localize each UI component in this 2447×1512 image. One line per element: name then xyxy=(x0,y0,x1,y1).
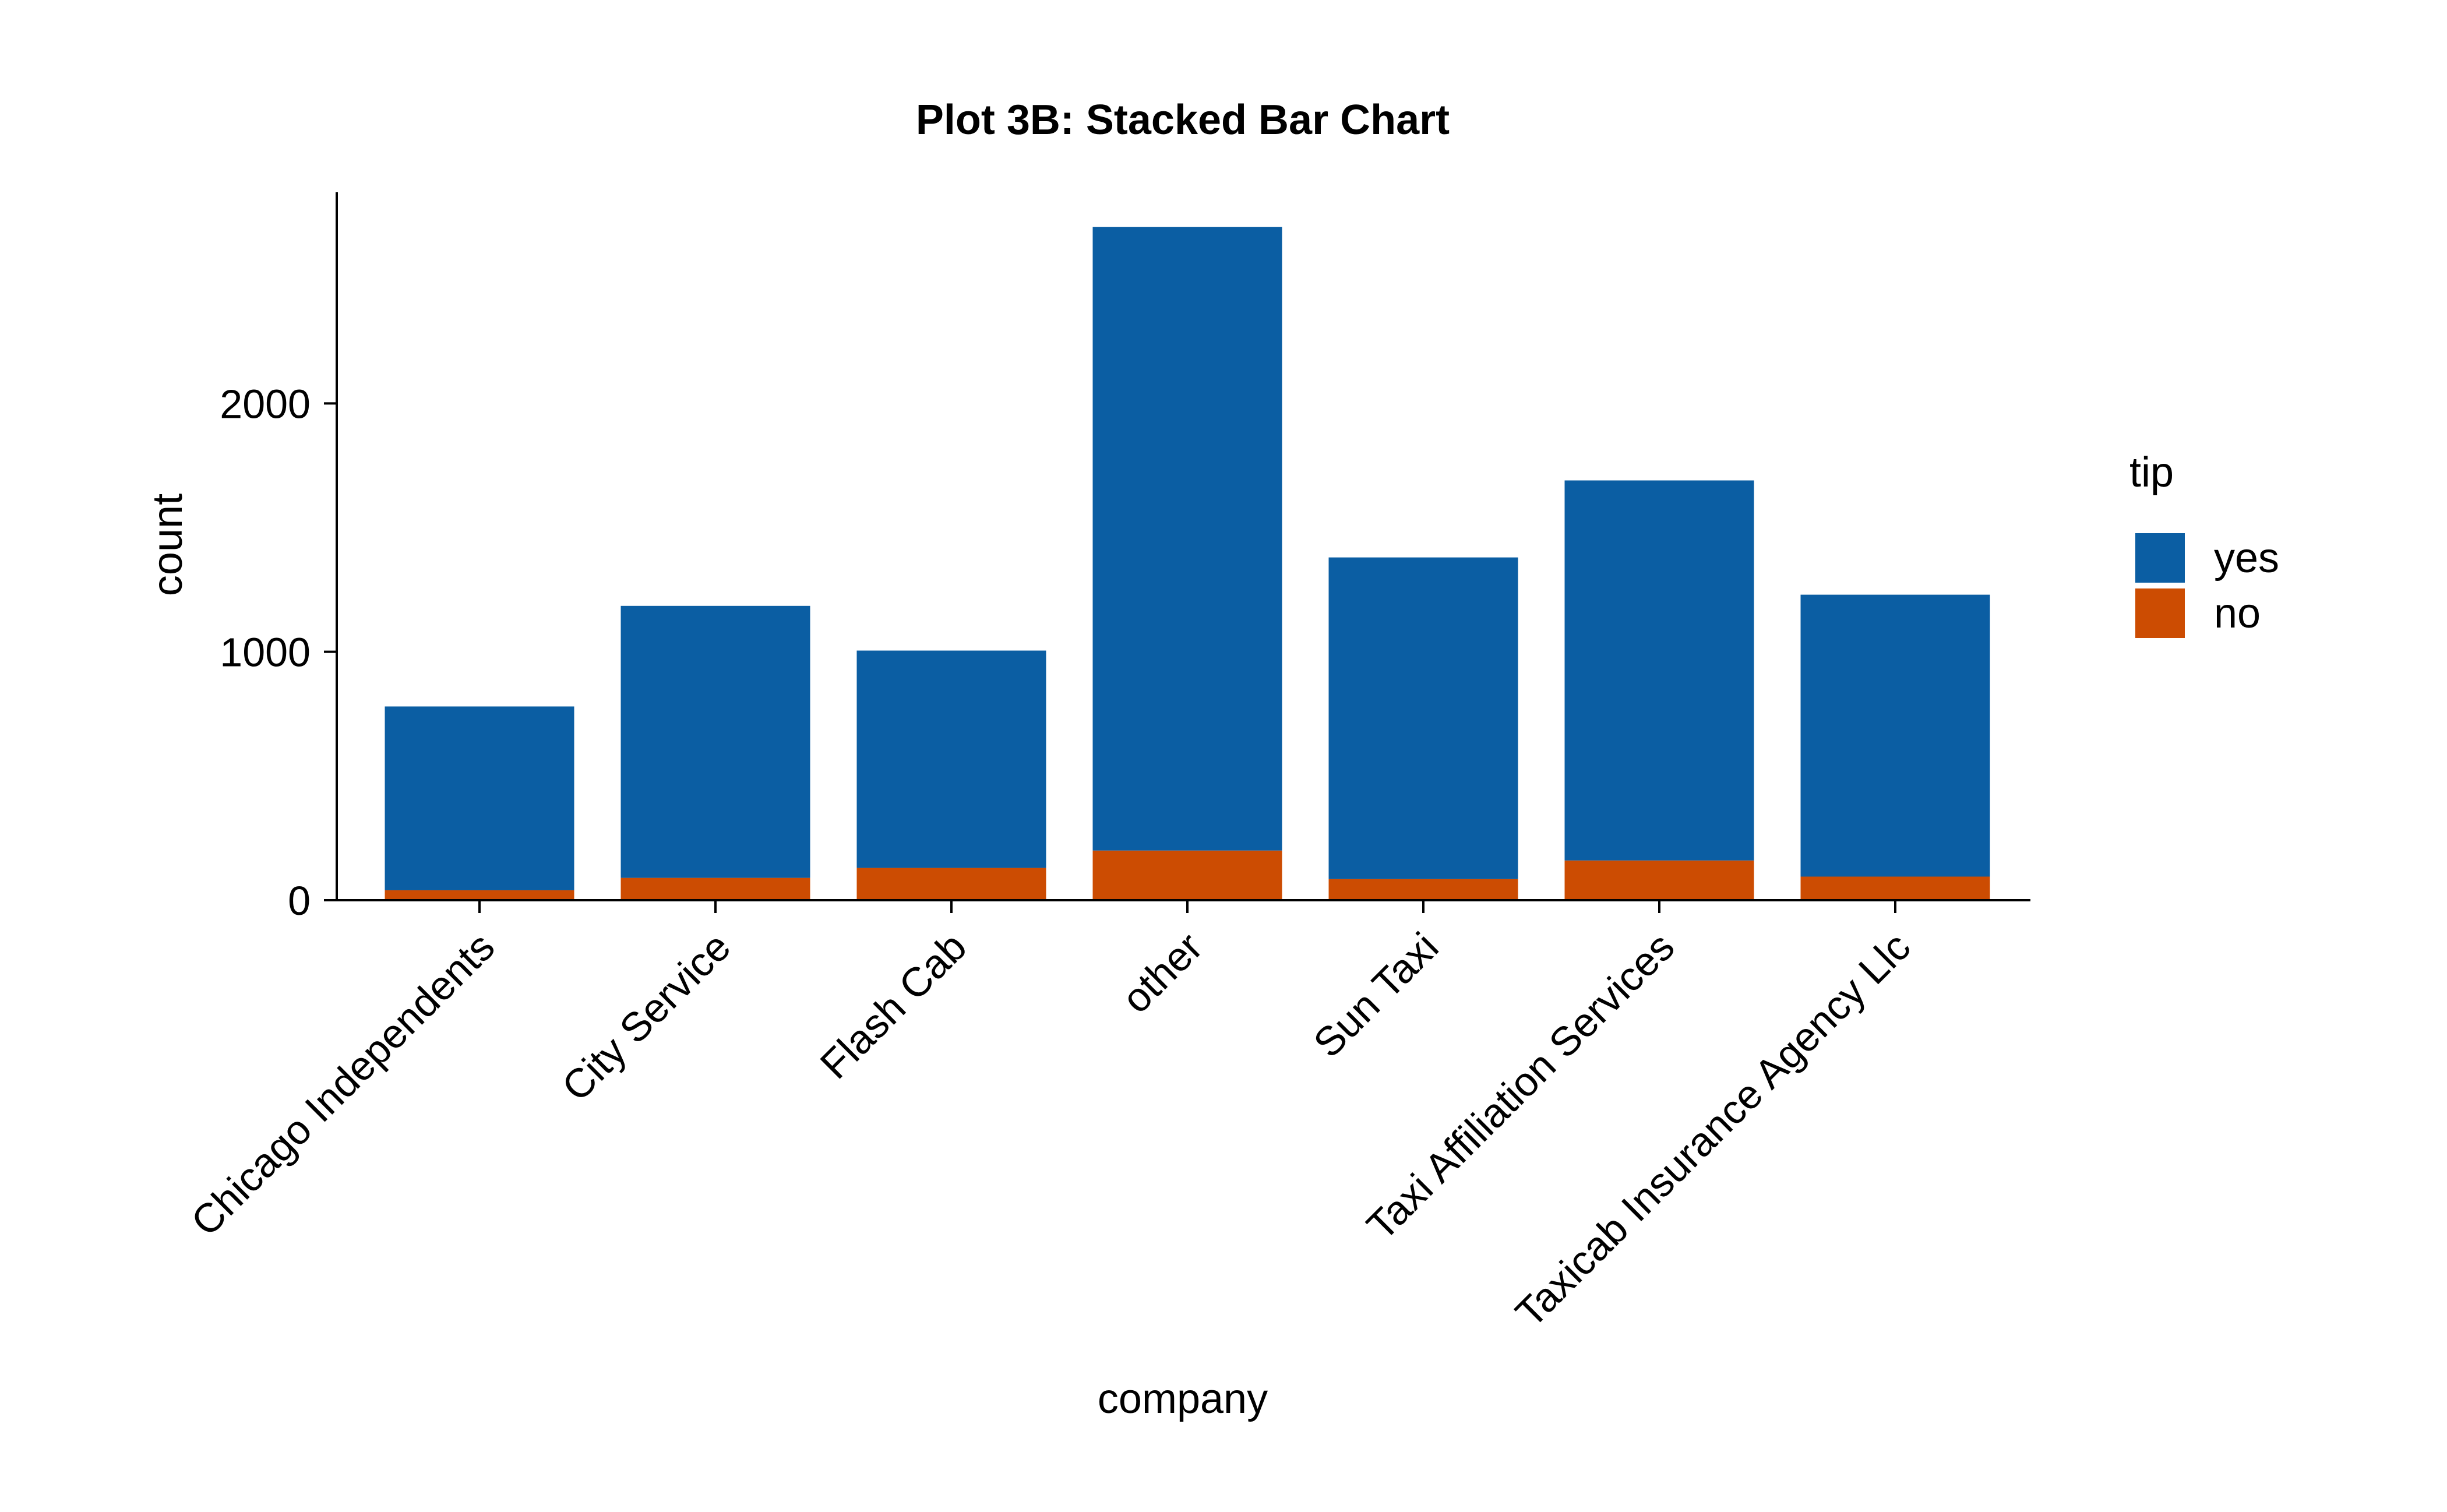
legend-label-no: no xyxy=(2214,590,2261,637)
legend-title: tip xyxy=(2129,449,2174,496)
bar-no-0 xyxy=(385,890,574,900)
bar-yes-2 xyxy=(856,650,1046,868)
bar-no-1 xyxy=(620,877,810,900)
y-tick-label-1: 1000 xyxy=(220,630,311,675)
y-tick-label-2: 2000 xyxy=(220,381,311,427)
legend-swatch-yes xyxy=(2135,533,2185,583)
bar-yes-5 xyxy=(1564,480,1754,861)
bar-yes-4 xyxy=(1328,557,1518,879)
bar-yes-6 xyxy=(1800,594,1990,877)
x-tick-label-1: City Service xyxy=(553,924,739,1109)
legend: tip yes no xyxy=(2129,449,2279,638)
y-ticks-group: 0 1000 2000 xyxy=(220,381,337,924)
bar-no-3 xyxy=(1092,850,1282,900)
y-tick-label-0: 0 xyxy=(288,878,311,924)
bar-yes-1 xyxy=(620,605,810,878)
x-tick-label-3: other xyxy=(1113,924,1211,1021)
bar-no-5 xyxy=(1564,860,1754,900)
x-tick-label-4: Sun Taxi xyxy=(1305,924,1447,1066)
x-tick-label-6: Taxicab Insurance Agency Llc xyxy=(1507,924,1919,1335)
legend-label-yes: yes xyxy=(2214,535,2279,581)
chart-title: Plot 3B: Stacked Bar Chart xyxy=(916,97,1450,143)
bar-yes-0 xyxy=(385,706,574,890)
bar-no-2 xyxy=(856,868,1046,900)
x-tick-label-2: Flash Cab xyxy=(812,924,975,1087)
x-ticks-group: Chicago Independents City Service Flash Ca… xyxy=(182,900,1919,1336)
y-axis-label: count xyxy=(144,494,191,596)
x-axis-label: company xyxy=(1098,1376,1268,1422)
axes-group xyxy=(336,192,2030,901)
bars-group xyxy=(385,227,1990,900)
bar-no-4 xyxy=(1328,879,1518,900)
x-tick-label-0: Chicago Independents xyxy=(182,924,503,1245)
bar-no-6 xyxy=(1800,876,1990,900)
bar-yes-3 xyxy=(1092,227,1282,851)
legend-swatch-no xyxy=(2135,588,2185,638)
